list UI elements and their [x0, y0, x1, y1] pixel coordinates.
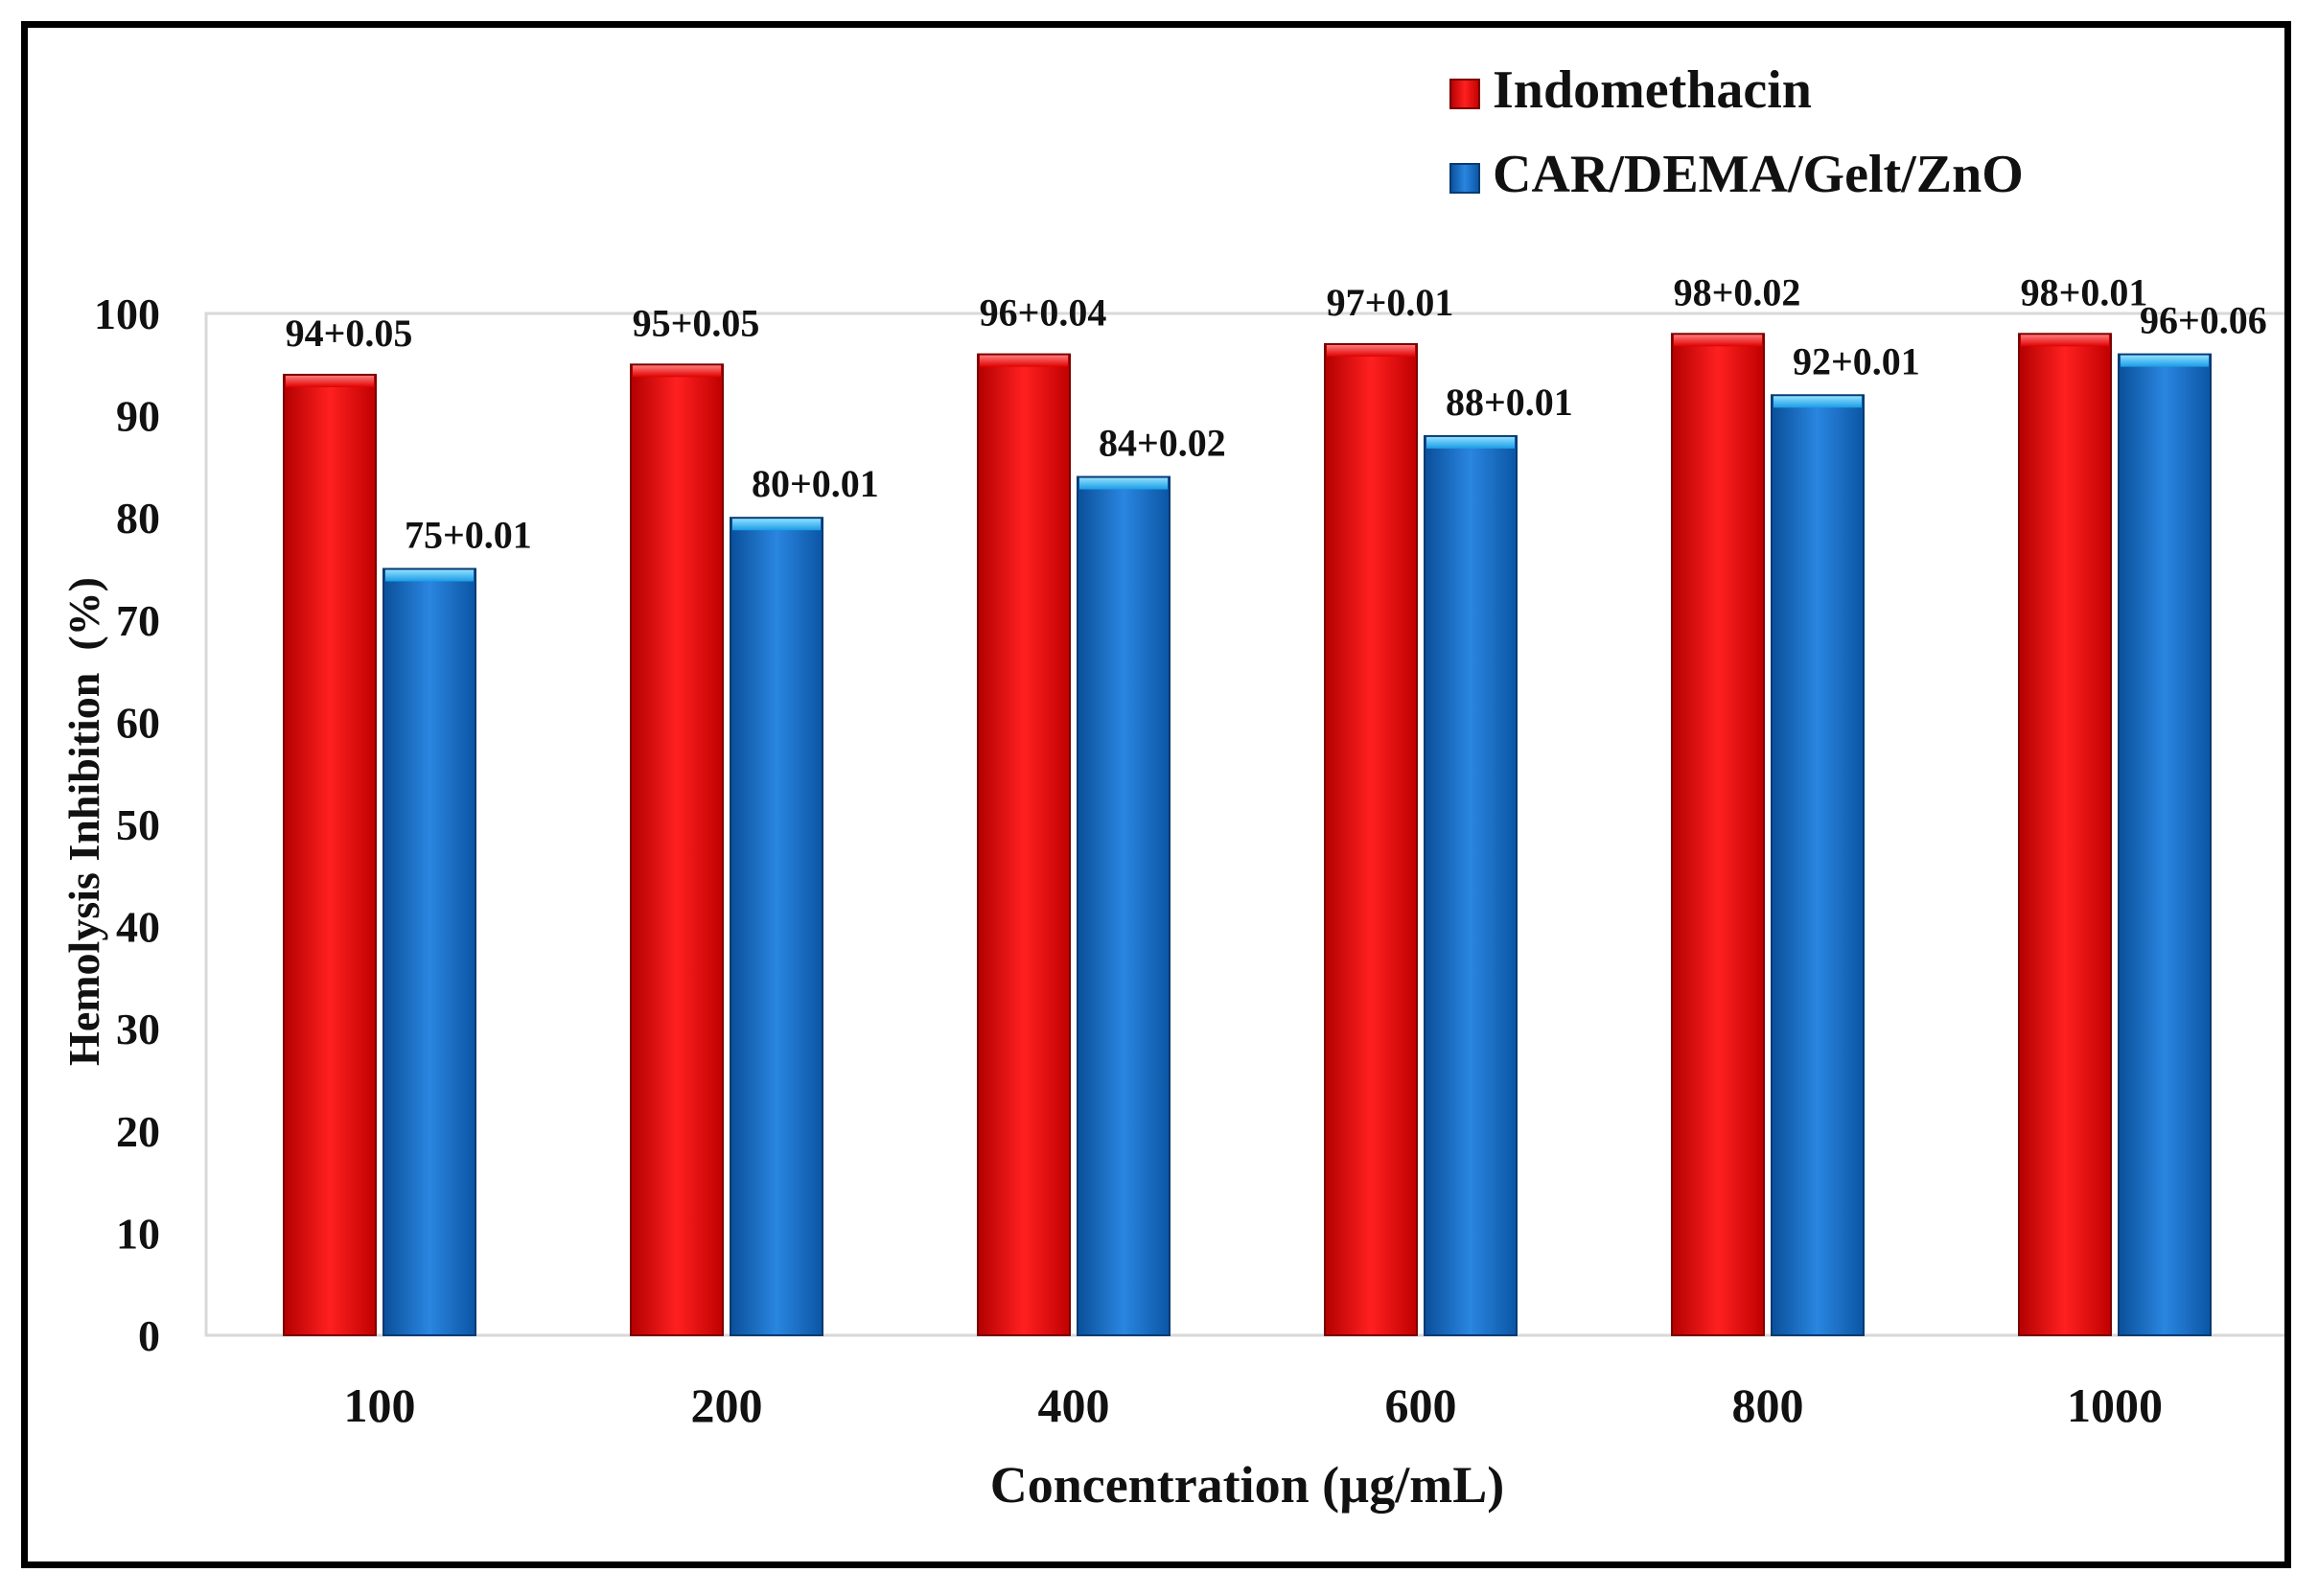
bar	[630, 363, 724, 1336]
bar-cap	[385, 569, 474, 582]
bar	[977, 353, 1071, 1336]
y-axis-label: Hemolysis Inhibition (%)	[59, 577, 108, 1066]
bar	[1424, 434, 1518, 1337]
bar-cap	[732, 519, 821, 531]
y-tick-label: 60	[116, 698, 160, 747]
y-tick-label: 50	[116, 800, 160, 849]
data-label: 92+0.01	[1793, 339, 1920, 382]
bar-indomethacin-800	[1671, 333, 1765, 1337]
plot-area	[204, 312, 2284, 1337]
data-label: 98+0.01	[2021, 270, 2148, 313]
y-axis: 0 10 20 30 40 50 60 70 80 90 100	[94, 289, 160, 1360]
bar-cap	[633, 365, 721, 378]
bar	[1671, 333, 1765, 1337]
bar	[283, 373, 377, 1336]
y-tick-label: 80	[116, 494, 160, 543]
bar-cap	[1327, 344, 1415, 357]
bar	[1324, 342, 1418, 1337]
data-label: 94+0.05	[286, 312, 413, 355]
bar-cap	[1674, 335, 1762, 347]
data-label: 88+0.01	[1446, 381, 1573, 424]
bar-cap	[286, 375, 374, 387]
data-label: 97+0.01	[1327, 281, 1454, 324]
data-label: 75+0.01	[405, 514, 532, 557]
legend-label: Indomethacin	[1493, 60, 1812, 120]
legend-swatch	[1449, 79, 1480, 109]
bar	[2118, 353, 2212, 1336]
x-tick-label: 1000	[2067, 1378, 2163, 1432]
data-label: 95+0.05	[633, 301, 760, 344]
x-tick-label: 800	[1732, 1378, 1804, 1432]
bar	[2018, 333, 2112, 1337]
legend-swatch	[1449, 163, 1480, 194]
x-tick-label: 200	[691, 1378, 763, 1432]
bar	[1771, 394, 1865, 1336]
bar-cap	[1773, 396, 1862, 408]
legend-item-car-dema-gelt-zno: CAR/DEMA/Gelt/ZnO	[1449, 145, 2024, 204]
bar-indomethacin-100	[283, 373, 377, 1336]
y-tick-label: 70	[116, 596, 160, 645]
x-tick-label: 400	[1038, 1378, 1110, 1432]
x-axis: 100 200 400 600 800 1000	[344, 1378, 2164, 1432]
chart-frame: 0 10 20 30 40 50 60 70 80 90 100 94+0.05 75+0.01 95+…	[21, 21, 2291, 1568]
bar-indomethacin-600	[1324, 342, 1418, 1337]
bar-indomethacin-200	[630, 363, 724, 1336]
y-tick-label: 10	[116, 1209, 160, 1258]
bar-indomethacin-1000	[2018, 333, 2112, 1337]
data-label: 96+0.04	[980, 291, 1107, 335]
x-tick-label: 100	[344, 1378, 416, 1432]
y-tick-label: 30	[116, 1005, 160, 1053]
bar-indomethacin-400	[977, 353, 1071, 1336]
y-tick-label: 40	[116, 903, 160, 952]
bar-car-dema-gelt-zno-100	[382, 567, 476, 1336]
bar	[382, 567, 476, 1336]
data-labels: 94+0.05 75+0.01 95+0.05 80+0.01 96+0.04 84+0.…	[286, 270, 2267, 556]
bar-car-dema-gelt-zno-600	[1424, 434, 1518, 1337]
data-label: 84+0.02	[1099, 422, 1226, 465]
data-label: 96+0.06	[2140, 299, 2267, 342]
bar-car-dema-gelt-zno-200	[730, 517, 823, 1336]
bar-cap	[2121, 355, 2209, 367]
x-axis-label: Concentration (µg/mL)	[990, 1456, 1505, 1514]
bar-cap	[1426, 436, 1515, 449]
legend: Indomethacin CAR/DEMA/Gelt/ZnO	[1449, 60, 2024, 204]
y-tick-label: 100	[94, 289, 160, 338]
y-tick-label: 90	[116, 392, 160, 441]
bar-car-dema-gelt-zno-800	[1771, 394, 1865, 1336]
bar-cap	[980, 355, 1068, 367]
legend-item-indomethacin: Indomethacin	[1449, 60, 1812, 120]
data-label: 98+0.02	[1674, 270, 1801, 313]
bar-car-dema-gelt-zno-400	[1077, 475, 1171, 1336]
data-label: 80+0.01	[752, 462, 879, 505]
legend-label: CAR/DEMA/Gelt/ZnO	[1493, 145, 2024, 204]
bar-car-dema-gelt-zno-1000	[2118, 353, 2212, 1336]
bars	[283, 333, 2212, 1337]
bar	[1077, 475, 1171, 1336]
bar-cap	[1079, 477, 1168, 490]
bar-chart: 0 10 20 30 40 50 60 70 80 90 100 94+0.05 75+0.01 95+…	[59, 60, 2284, 1514]
bar	[730, 517, 823, 1336]
y-tick-label: 20	[116, 1107, 160, 1156]
bar-cap	[2021, 335, 2109, 347]
y-tick-label: 0	[138, 1311, 160, 1360]
x-tick-label: 600	[1385, 1378, 1457, 1432]
